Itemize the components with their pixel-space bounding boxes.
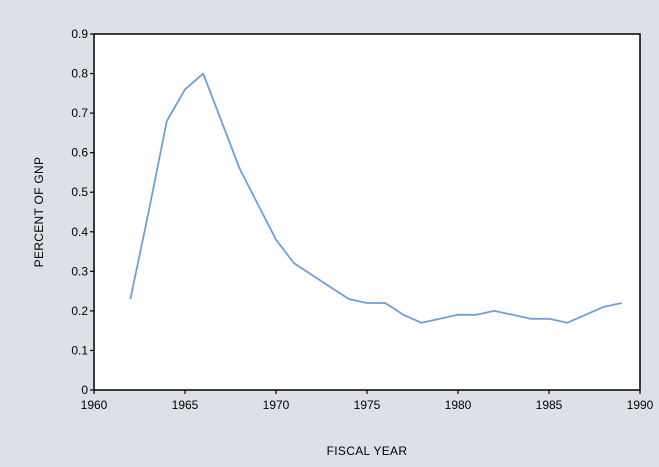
data-point — [129, 298, 131, 300]
x-tick-label: 1980 — [445, 398, 472, 412]
y-tick-label: 0.2 — [71, 304, 88, 318]
x-tick-label: 1990 — [627, 398, 654, 412]
x-axis-title: FISCAL YEAR — [327, 444, 408, 458]
x-tick-label: 1960 — [81, 398, 108, 412]
y-axis: 0 0.1 0.2 0.3 0.4 0.5 0.6 0.7 0.8 0.9 — [71, 27, 94, 397]
data-point — [330, 286, 332, 288]
x-tick-label: 1985 — [536, 398, 563, 412]
y-tick-label: 0.8 — [71, 67, 88, 81]
data-point — [275, 239, 277, 241]
data-point — [475, 314, 477, 316]
data-point — [603, 306, 605, 308]
data-point — [421, 322, 423, 324]
plot-area — [93, 33, 641, 391]
y-tick-label: 0 — [81, 383, 88, 397]
data-point — [148, 211, 150, 213]
y-axis-title: PERCENT OF GNP — [32, 157, 46, 268]
data-point — [384, 302, 386, 304]
data-point — [402, 314, 404, 316]
data-point — [439, 318, 441, 320]
y-tick-label: 0.6 — [71, 146, 88, 160]
data-point — [457, 314, 459, 316]
x-tick-label: 1970 — [263, 398, 290, 412]
data-point — [512, 314, 514, 316]
data-point — [184, 88, 186, 90]
data-point — [311, 274, 313, 276]
y-tick-label: 0.7 — [71, 106, 88, 120]
data-point — [621, 302, 623, 304]
x-tick-label: 1965 — [172, 398, 199, 412]
y-tick-label: 0.3 — [71, 264, 88, 278]
data-point — [584, 314, 586, 316]
data-point — [220, 120, 222, 122]
data-point — [257, 203, 259, 205]
data-point — [348, 298, 350, 300]
data-point — [566, 322, 568, 324]
y-tick-label: 0.4 — [71, 225, 88, 239]
series-line — [129, 72, 622, 324]
y-tick-label: 0.5 — [71, 185, 88, 199]
data-point — [202, 73, 204, 75]
data-point — [493, 310, 495, 312]
y-tick-label: 0.9 — [71, 27, 88, 41]
data-point — [530, 318, 532, 320]
data-point — [293, 262, 295, 264]
data-point — [166, 120, 168, 122]
y-tick-label: 0.1 — [71, 343, 88, 357]
data-point — [548, 318, 550, 320]
x-tick-label: 1975 — [354, 398, 381, 412]
data-point — [239, 167, 241, 169]
data-point — [366, 302, 368, 304]
x-axis: 1960 1965 1970 1975 1980 1985 1990 — [81, 390, 654, 412]
